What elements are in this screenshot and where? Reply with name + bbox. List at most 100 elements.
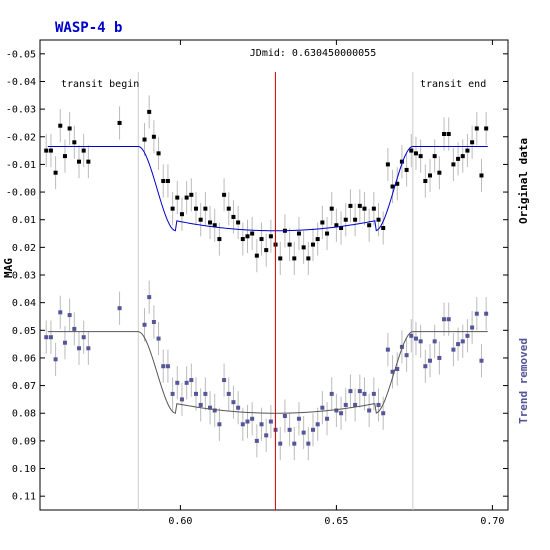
- data-point: [170, 206, 175, 211]
- data-point: [264, 433, 269, 438]
- data-point: [381, 411, 386, 416]
- data-point: [184, 195, 189, 200]
- y-tick-label: -0.01: [6, 160, 36, 171]
- data-point: [470, 140, 475, 145]
- data-point: [175, 380, 180, 385]
- y-tick-label: 0.06: [12, 353, 36, 364]
- x-tick-label: 0.60: [168, 516, 192, 527]
- data-point: [446, 317, 451, 322]
- y-tick-label: 0.05: [12, 326, 36, 337]
- data-point: [456, 342, 461, 347]
- y-tick-label: 0.03: [12, 271, 36, 282]
- data-point: [165, 179, 170, 183]
- data-point: [376, 402, 381, 407]
- data-point: [357, 389, 362, 394]
- data-point: [437, 170, 442, 175]
- data-point: [353, 402, 358, 407]
- data-point: [446, 132, 451, 136]
- data-point: [217, 237, 222, 242]
- data-point: [339, 411, 344, 416]
- data-point: [399, 344, 404, 349]
- data-point: [329, 206, 334, 211]
- data-point: [423, 364, 428, 369]
- data-point: [451, 347, 456, 352]
- data-point: [226, 391, 231, 396]
- data-point: [240, 237, 245, 242]
- data-point: [348, 389, 353, 394]
- data-point: [53, 357, 58, 362]
- data-point: [325, 231, 330, 236]
- data-point: [329, 391, 334, 396]
- data-point: [142, 322, 147, 327]
- data-point: [428, 173, 432, 178]
- data-point: [362, 391, 367, 396]
- data-point: [86, 346, 91, 351]
- data-point: [194, 206, 198, 211]
- data-point: [367, 223, 372, 228]
- y-tick-label: 0.04: [12, 298, 36, 309]
- data-point: [442, 317, 447, 322]
- transit-end-label: transit end: [420, 79, 486, 90]
- data-point: [320, 405, 325, 410]
- data-point: [474, 126, 479, 131]
- data-point: [245, 419, 250, 424]
- data-point: [44, 148, 49, 153]
- data-point: [334, 408, 339, 413]
- data-point: [245, 234, 250, 239]
- data-point: [362, 206, 367, 211]
- data-point: [72, 326, 77, 331]
- data-point: [334, 223, 339, 228]
- data-point: [62, 340, 67, 345]
- data-point: [456, 156, 461, 161]
- y-tick-label: 0.11: [12, 492, 36, 503]
- model-curve: [47, 331, 488, 414]
- y-tick-label: 0.07: [12, 381, 36, 392]
- data-point: [72, 140, 77, 145]
- data-point: [484, 126, 489, 131]
- data-point: [353, 217, 358, 222]
- data-point: [268, 419, 273, 424]
- data-point: [179, 397, 184, 402]
- data-point: [58, 123, 63, 128]
- y-tick-label: -0.02: [6, 132, 36, 143]
- data-point: [198, 217, 203, 222]
- data-point: [203, 391, 208, 396]
- data-point: [278, 256, 283, 261]
- data-point: [231, 214, 236, 219]
- data-point: [399, 159, 404, 164]
- data-point: [208, 405, 213, 410]
- jdmid-label: JDmid: 0.630450000055: [250, 48, 376, 59]
- data-point: [161, 364, 166, 369]
- data-point: [484, 311, 489, 316]
- data-point: [385, 162, 390, 167]
- data-point: [259, 422, 264, 427]
- data-point: [198, 402, 203, 407]
- data-point: [156, 336, 161, 341]
- data-point: [315, 422, 320, 427]
- data-point: [432, 339, 437, 344]
- y-axis-label: MAG: [2, 258, 15, 278]
- data-point: [343, 217, 348, 222]
- y-tick-label: 0.08: [12, 409, 36, 420]
- data-point: [217, 422, 222, 427]
- data-point: [194, 391, 198, 396]
- data-point: [179, 212, 184, 217]
- data-point: [142, 137, 147, 142]
- data-point: [48, 148, 53, 153]
- data-point: [264, 248, 269, 253]
- data-point: [156, 151, 161, 156]
- chart-title: WASP-4 b: [55, 20, 122, 36]
- data-point: [81, 335, 86, 340]
- data-point: [437, 355, 442, 360]
- data-point: [236, 220, 241, 225]
- data-point: [343, 402, 348, 407]
- data-point: [231, 400, 236, 405]
- data-point: [278, 441, 283, 446]
- y-tick-label: -0.05: [6, 49, 36, 60]
- y-tick-label: 0.10: [12, 464, 36, 475]
- data-point: [296, 416, 301, 421]
- data-point: [460, 339, 465, 344]
- data-point: [339, 226, 344, 230]
- data-point: [44, 335, 49, 340]
- data-point: [58, 310, 63, 315]
